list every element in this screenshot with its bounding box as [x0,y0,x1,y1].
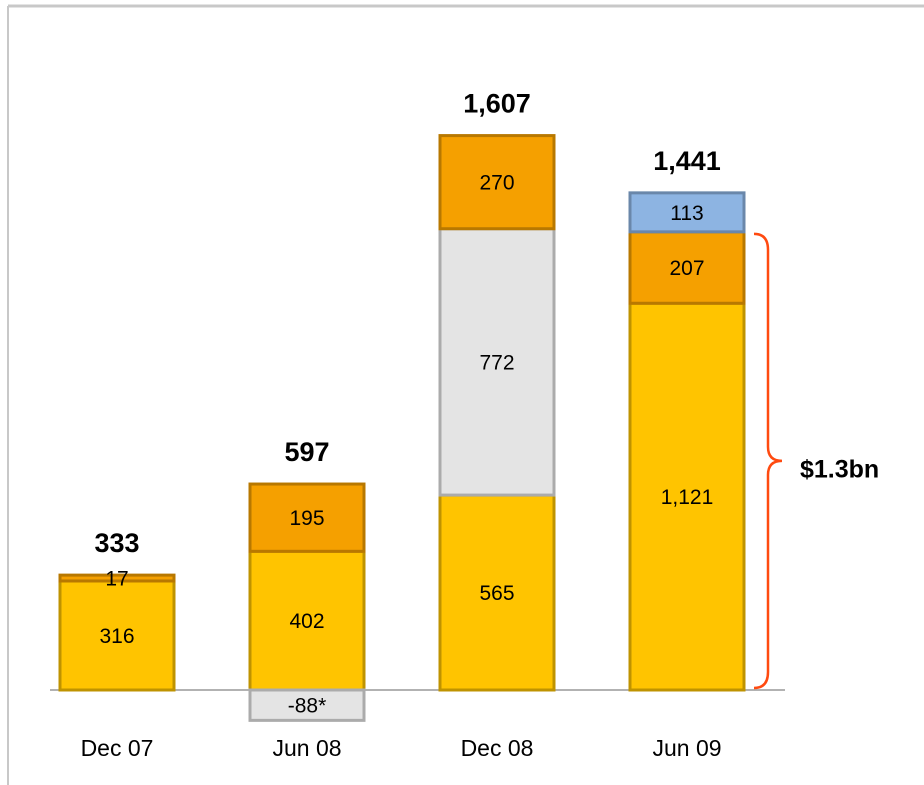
total-label: 1,607 [463,89,531,119]
bar-segment [58,579,176,692]
segment-label: 1,121 [661,486,714,509]
segment-label: 113 [670,202,703,225]
segment-label: 270 [479,172,514,195]
total-label: 333 [94,528,139,558]
total-label: 1,441 [653,146,721,176]
x-tick-label: Jun 08 [272,735,341,761]
bar-segment [248,688,366,722]
x-tick-label: Dec 08 [461,735,534,761]
segment-label: 565 [479,582,514,605]
segment-label: 195 [289,507,324,530]
bar-segment [628,230,746,305]
bar-segment [628,191,746,234]
total-label: 597 [284,437,329,467]
x-tick-label: Dec 07 [81,735,154,761]
x-tick-label: Jun 09 [652,735,721,761]
segment-label: 316 [99,625,134,648]
segment-label: 207 [669,257,704,280]
segment-label: 402 [289,610,324,633]
brace [753,232,783,690]
bar-segment [248,482,366,553]
bar-segment [438,134,556,231]
segment-label: -88* [288,695,327,718]
bar-segment [438,493,556,692]
segment-label: 17 [105,568,128,591]
bar-segment [58,573,176,583]
annotation: $1.3bn [800,456,879,484]
segment-label: 772 [479,351,514,374]
